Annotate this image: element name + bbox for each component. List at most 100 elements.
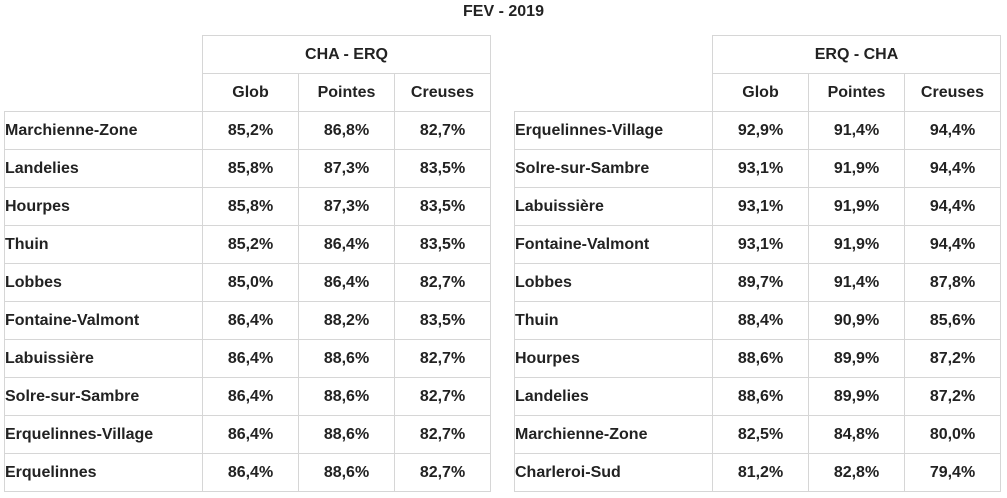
station-name: Landelies	[514, 377, 713, 416]
station-name: Solre-sur-Sambre	[514, 149, 713, 188]
percentage-cell: 85,2%	[202, 111, 299, 150]
percentage-cell: 84,8%	[808, 415, 905, 454]
percentage-cell: 88,4%	[712, 301, 809, 340]
station-name: Erquelinnes-Village	[514, 111, 713, 150]
table-row: Lobbes 85,0% 86,4% 82,7%	[4, 263, 491, 302]
percentage-cell: 88,6%	[298, 415, 395, 454]
station-name: Labuissière	[514, 187, 713, 226]
percentage-cell: 82,7%	[394, 377, 491, 416]
percentage-cell: 91,9%	[808, 187, 905, 226]
right-column-header-row: Glob Pointes Creuses	[515, 73, 1001, 112]
percentage-cell: 88,6%	[298, 339, 395, 378]
percentage-cell: 80,0%	[904, 415, 1001, 454]
percentage-cell: 79,4%	[904, 453, 1001, 492]
percentage-cell: 88,6%	[712, 339, 809, 378]
percentage-cell: 85,2%	[202, 225, 299, 264]
left-group-header: CHA - ERQ	[202, 35, 491, 74]
percentage-cell: 82,7%	[394, 453, 491, 492]
station-name: Fontaine-Valmont	[4, 301, 203, 340]
station-name: Erquelinnes-Village	[4, 415, 203, 454]
station-name: Fontaine-Valmont	[514, 225, 713, 264]
blank-cell	[515, 36, 713, 74]
station-name: Hourpes	[514, 339, 713, 378]
percentage-cell: 87,3%	[298, 187, 395, 226]
percentage-cell: 90,9%	[808, 301, 905, 340]
column-header: Pointes	[298, 73, 395, 112]
table-row: Thuin 85,2% 86,4% 83,5%	[4, 225, 491, 264]
percentage-cell: 91,9%	[808, 149, 905, 188]
cha-erq-table: CHA - ERQ Glob Pointes Creuses Marchienne-Zo…	[4, 35, 491, 492]
column-header: Creuses	[394, 73, 491, 112]
percentage-cell: 88,6%	[712, 377, 809, 416]
table-row: Solre-sur-Sambre 86,4% 88,6% 82,7%	[4, 377, 491, 416]
station-name: Marchienne-Zone	[4, 111, 203, 150]
column-header: Glob	[202, 73, 299, 112]
column-header: Pointes	[808, 73, 905, 112]
percentage-cell: 88,6%	[298, 377, 395, 416]
percentage-cell: 87,8%	[904, 263, 1001, 302]
station-name: Marchienne-Zone	[514, 415, 713, 454]
percentage-cell: 92,9%	[712, 111, 809, 150]
percentage-cell: 83,5%	[394, 149, 491, 188]
percentage-cell: 82,7%	[394, 415, 491, 454]
percentage-cell: 86,4%	[298, 225, 395, 264]
percentage-cell: 93,1%	[712, 149, 809, 188]
table-row: Charleroi-Sud 81,2% 82,8% 79,4%	[514, 453, 1001, 492]
percentage-cell: 93,1%	[712, 187, 809, 226]
percentage-cell: 82,8%	[808, 453, 905, 492]
station-name: Charleroi-Sud	[514, 453, 713, 492]
table-row: Solre-sur-Sambre 93,1% 91,9% 94,4%	[514, 149, 1001, 188]
percentage-cell: 91,4%	[808, 263, 905, 302]
page-title: FEV - 2019	[463, 3, 544, 20]
percentage-cell: 89,7%	[712, 263, 809, 302]
table-row: Marchienne-Zone 82,5% 84,8% 80,0%	[514, 415, 1001, 454]
percentage-cell: 94,4%	[904, 149, 1001, 188]
column-header: Creuses	[904, 73, 1001, 112]
percentage-cell: 87,3%	[298, 149, 395, 188]
station-name: Labuissière	[4, 339, 203, 378]
percentage-cell: 88,2%	[298, 301, 395, 340]
percentage-cell: 82,7%	[394, 111, 491, 150]
percentage-cell: 86,4%	[202, 415, 299, 454]
right-group-header-row: ERQ - CHA	[515, 35, 1001, 74]
percentage-cell: 82,7%	[394, 263, 491, 302]
percentage-cell: 94,4%	[904, 111, 1001, 150]
table-row: Labuissière 93,1% 91,9% 94,4%	[514, 187, 1001, 226]
percentage-cell: 87,2%	[904, 339, 1001, 378]
station-name: Thuin	[4, 225, 203, 264]
erq-cha-table: ERQ - CHA Glob Pointes Creuses Erquelinnes-V…	[514, 35, 1001, 492]
left-group-header-row: CHA - ERQ	[5, 35, 491, 74]
percentage-cell: 86,4%	[202, 301, 299, 340]
table-row: Marchienne-Zone 85,2% 86,8% 82,7%	[4, 111, 491, 150]
right-group-header: ERQ - CHA	[712, 35, 1001, 74]
percentage-cell: 83,5%	[394, 225, 491, 264]
percentage-cell: 85,8%	[202, 149, 299, 188]
percentage-cell: 93,1%	[712, 225, 809, 264]
table-row: Fontaine-Valmont 86,4% 88,2% 83,5%	[4, 301, 491, 340]
percentage-cell: 85,6%	[904, 301, 1001, 340]
station-name: Solre-sur-Sambre	[4, 377, 203, 416]
percentage-cell: 85,8%	[202, 187, 299, 226]
station-name: Hourpes	[4, 187, 203, 226]
percentage-cell: 86,4%	[202, 339, 299, 378]
table-row: Erquelinnes-Village 86,4% 88,6% 82,7%	[4, 415, 491, 454]
percentage-cell: 91,4%	[808, 111, 905, 150]
percentage-cell: 86,4%	[202, 377, 299, 416]
table-row: Lobbes 89,7% 91,4% 87,8%	[514, 263, 1001, 302]
percentage-cell: 82,5%	[712, 415, 809, 454]
blank-cell	[515, 74, 713, 112]
percentage-cell: 88,6%	[298, 453, 395, 492]
station-name: Erquelinnes	[4, 453, 203, 492]
left-column-header-row: Glob Pointes Creuses	[5, 73, 491, 112]
percentage-cell: 94,4%	[904, 187, 1001, 226]
station-name: Landelies	[4, 149, 203, 188]
blank-cell	[5, 74, 203, 112]
percentage-cell: 81,2%	[712, 453, 809, 492]
percentage-cell: 86,8%	[298, 111, 395, 150]
table-row: Fontaine-Valmont 93,1% 91,9% 94,4%	[514, 225, 1001, 264]
table-row: Erquelinnes 86,4% 88,6% 82,7%	[4, 453, 491, 492]
station-name: Lobbes	[514, 263, 713, 302]
percentage-cell: 91,9%	[808, 225, 905, 264]
percentage-cell: 89,9%	[808, 339, 905, 378]
percentage-cell: 83,5%	[394, 301, 491, 340]
